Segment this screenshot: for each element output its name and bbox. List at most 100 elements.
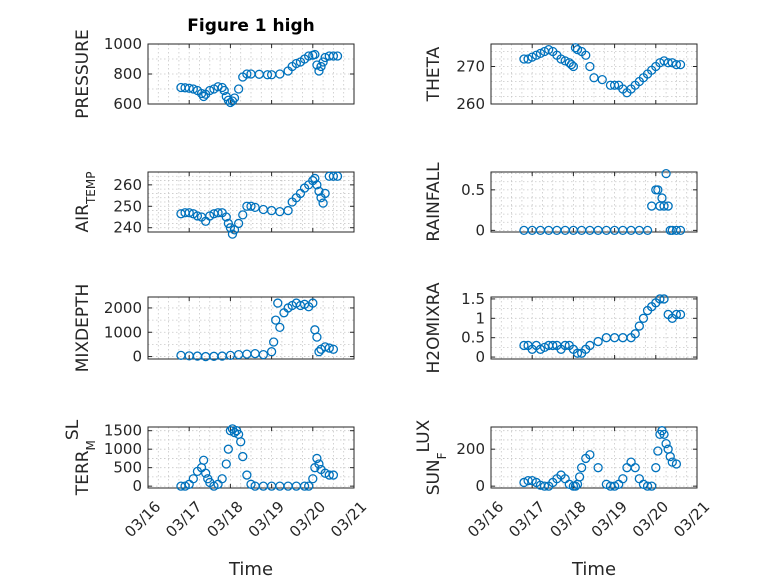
data-point [316, 61, 326, 72]
axes-box [490, 426, 698, 489]
data-point [266, 347, 277, 357]
data-point [671, 459, 682, 469]
data-point [618, 474, 628, 484]
data-point [213, 208, 223, 218]
data-point [318, 57, 328, 67]
data-point [275, 322, 285, 333]
data-point [238, 451, 248, 462]
subplot-h2omixra: 00.5 11.5 H2OMIXRA [424, 282, 698, 374]
x-tick-label: 03/18 [203, 498, 246, 541]
x-tick-label: 03/17 [162, 498, 205, 541]
y-tick-label: 1500 [104, 422, 142, 440]
data-point [227, 229, 238, 239]
data-point [585, 450, 595, 460]
data-point [671, 225, 682, 236]
y-tick-label: 800 [113, 65, 142, 83]
x-tick-label: 03/19 [588, 498, 631, 541]
data-point [665, 451, 675, 462]
data-point [217, 474, 227, 484]
data-point [273, 298, 283, 308]
data-point [314, 459, 324, 469]
data-point [223, 444, 233, 454]
data-point [250, 202, 260, 213]
data-point [328, 171, 339, 181]
y-tick-label: 0 [132, 348, 142, 366]
data-point [221, 212, 231, 222]
y-tick-label: 270 [456, 58, 485, 76]
data-point [198, 455, 209, 465]
x-tick-label: 03/17 [505, 498, 548, 541]
data-point [653, 446, 663, 456]
data-point [576, 463, 587, 473]
y-tick-label: 0 [475, 221, 485, 239]
data-point [609, 80, 620, 90]
data-point [634, 321, 644, 331]
axes-box [490, 43, 698, 105]
data-point [188, 84, 198, 94]
y-tick-label: 1000 [104, 440, 142, 458]
y-tick-label: 0.5 [461, 181, 485, 199]
x-axis-label-left: Time [228, 559, 273, 580]
data-point [328, 344, 339, 354]
data-point [647, 481, 657, 491]
data-point [184, 83, 194, 93]
x-tick-label: 03/18 [546, 498, 589, 541]
data-point [659, 201, 669, 211]
y-tick-label: 1 [475, 309, 485, 327]
data-point [229, 225, 240, 235]
figure-title: Figure 1 high [187, 16, 315, 36]
x-tick-label: 03/20 [629, 498, 672, 541]
data-point [299, 481, 310, 491]
data-point [332, 51, 343, 61]
data-point [304, 51, 314, 61]
data-point [332, 171, 343, 181]
data-point [675, 225, 686, 236]
data-point [318, 198, 328, 208]
data-point [312, 332, 322, 342]
data-point [574, 472, 585, 482]
data-point [663, 201, 673, 211]
data-point [655, 294, 665, 304]
data-point [233, 218, 244, 229]
data-point [659, 294, 669, 304]
y-tick-label: 260 [456, 95, 485, 113]
y-axis-label: H2OMIXRA [424, 282, 444, 373]
data-point [581, 50, 591, 60]
subplot-air-temp: 240 250 260 AIRTEMP [73, 171, 355, 239]
y-tick-label: 500 [113, 459, 142, 477]
y-tick-label: 0 [132, 477, 142, 495]
data-point [223, 218, 233, 229]
subplot-pressure: 600 800 1000 PRESSURE [73, 29, 355, 119]
data-point [675, 309, 686, 320]
data-point [320, 342, 330, 352]
subplot-mixdepth: 0 1000 2000 MIXDEPTH [73, 284, 355, 372]
axes-box [147, 296, 355, 360]
data-point [671, 309, 682, 320]
data-point [233, 84, 244, 94]
data-point [310, 49, 320, 60]
data-point [308, 474, 318, 484]
data-point [310, 173, 320, 184]
y-axis-label: RAINFALL [424, 162, 444, 242]
data-point [324, 470, 334, 480]
data-point [548, 340, 558, 351]
data-point [630, 329, 640, 339]
y-tick-label: 0 [475, 477, 485, 495]
data-point [275, 69, 285, 79]
data-point [291, 58, 301, 69]
data-point [308, 298, 318, 308]
data-point [539, 481, 550, 491]
data-point [242, 470, 252, 480]
data-point [258, 349, 269, 360]
data-point [661, 438, 671, 449]
data-point [269, 337, 279, 347]
data-point [320, 188, 330, 199]
y-tick-label: 1000 [104, 323, 142, 341]
data-point [642, 225, 653, 236]
data-point [262, 70, 273, 80]
data-point [238, 210, 248, 220]
plot-area [147, 296, 355, 360]
data-point [519, 340, 529, 351]
